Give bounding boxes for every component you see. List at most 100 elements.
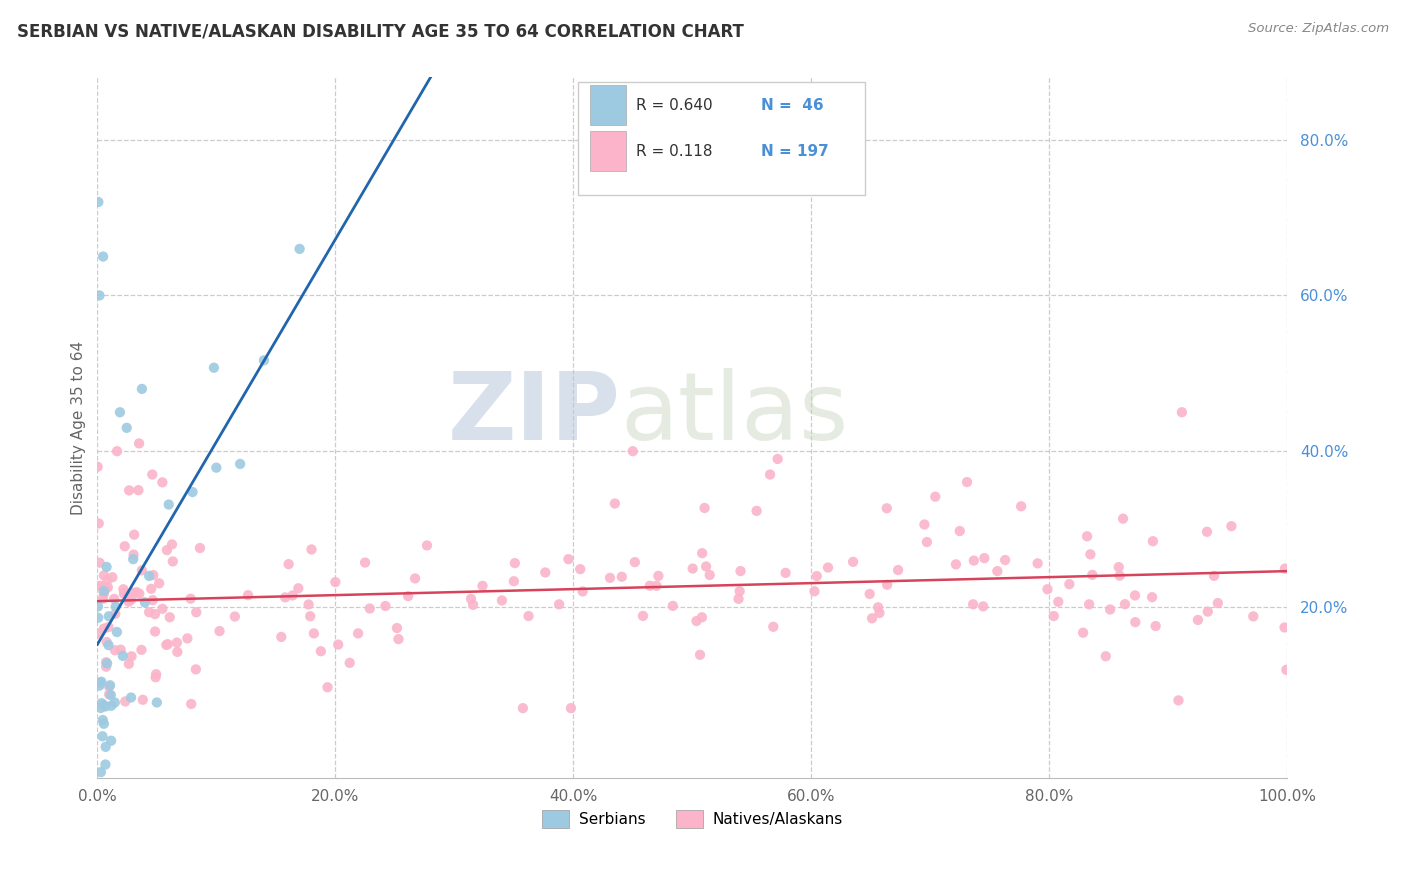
Point bbox=[96, 657, 118, 671]
Point bbox=[396, 589, 419, 603]
Point bbox=[404, 571, 426, 585]
Text: N = 197: N = 197 bbox=[761, 144, 830, 159]
Point bbox=[128, 436, 150, 450]
Point bbox=[762, 620, 785, 634]
Point bbox=[180, 697, 202, 711]
Point bbox=[90, 701, 112, 715]
Point bbox=[145, 667, 167, 681]
Point bbox=[131, 563, 153, 577]
Point bbox=[912, 517, 935, 532]
Point bbox=[176, 632, 198, 646]
Point bbox=[1171, 405, 1194, 419]
Point bbox=[91, 580, 114, 594]
Point bbox=[141, 582, 163, 596]
Point bbox=[806, 569, 828, 583]
Point bbox=[1099, 602, 1122, 616]
Point bbox=[766, 452, 789, 467]
Point bbox=[1036, 582, 1059, 597]
Point bbox=[91, 591, 114, 606]
Point bbox=[1274, 620, 1296, 634]
Point bbox=[93, 568, 115, 582]
Point bbox=[90, 674, 112, 689]
Point bbox=[166, 645, 188, 659]
Point bbox=[89, 288, 111, 302]
Point bbox=[599, 571, 621, 585]
Point bbox=[138, 569, 160, 583]
Point bbox=[94, 699, 117, 714]
Point bbox=[117, 595, 139, 609]
Point bbox=[728, 584, 751, 599]
Point bbox=[460, 591, 482, 606]
Point bbox=[274, 591, 297, 605]
Point bbox=[695, 559, 717, 574]
Point bbox=[624, 555, 647, 569]
Point bbox=[1026, 557, 1049, 571]
Point bbox=[973, 551, 995, 566]
Point bbox=[253, 353, 276, 368]
Point bbox=[517, 609, 540, 624]
Point bbox=[745, 504, 768, 518]
Point bbox=[621, 444, 644, 458]
Point bbox=[347, 626, 370, 640]
FancyBboxPatch shape bbox=[578, 82, 865, 195]
Point bbox=[114, 585, 136, 599]
Point bbox=[87, 611, 110, 625]
Point bbox=[202, 360, 225, 375]
Point bbox=[93, 583, 115, 598]
Point bbox=[1142, 534, 1164, 549]
Point bbox=[89, 556, 111, 570]
Point bbox=[1206, 596, 1229, 610]
Point bbox=[548, 597, 571, 611]
Point bbox=[105, 625, 128, 640]
Point bbox=[1144, 619, 1167, 633]
Point bbox=[160, 537, 183, 551]
Text: ZIP: ZIP bbox=[449, 368, 621, 459]
Point bbox=[645, 579, 668, 593]
Point bbox=[316, 680, 339, 694]
Y-axis label: Disability Age 35 to 64: Disability Age 35 to 64 bbox=[72, 341, 86, 515]
Point bbox=[277, 557, 299, 571]
Point bbox=[339, 656, 361, 670]
FancyBboxPatch shape bbox=[591, 86, 626, 126]
Point bbox=[89, 676, 111, 690]
Point bbox=[89, 679, 111, 693]
Point bbox=[94, 655, 117, 669]
Point bbox=[963, 553, 986, 567]
Point bbox=[157, 498, 180, 512]
Point bbox=[90, 696, 112, 710]
Point bbox=[502, 574, 524, 589]
Point bbox=[1241, 609, 1264, 624]
Point bbox=[270, 630, 292, 644]
Point bbox=[1275, 663, 1298, 677]
Point bbox=[534, 566, 557, 580]
Point bbox=[98, 687, 121, 701]
Point bbox=[180, 591, 202, 606]
Point bbox=[156, 637, 179, 651]
Point bbox=[208, 624, 231, 639]
Point bbox=[1094, 649, 1116, 664]
Point bbox=[94, 757, 117, 772]
Point bbox=[104, 607, 127, 621]
Point bbox=[288, 242, 311, 256]
Text: SERBIAN VS NATIVE/ALASKAN DISABILITY AGE 35 TO 64 CORRELATION CHART: SERBIAN VS NATIVE/ALASKAN DISABILITY AGE… bbox=[17, 22, 744, 40]
Point bbox=[690, 546, 713, 560]
Point bbox=[110, 642, 132, 657]
Point bbox=[859, 587, 882, 601]
Point bbox=[87, 599, 110, 614]
Point bbox=[112, 587, 135, 601]
Point bbox=[96, 635, 118, 649]
Point bbox=[699, 568, 721, 582]
Point bbox=[98, 678, 121, 692]
Point bbox=[986, 564, 1008, 578]
Point bbox=[682, 561, 704, 575]
Point bbox=[325, 575, 347, 590]
Point bbox=[93, 622, 115, 636]
Point bbox=[150, 475, 173, 490]
Point bbox=[143, 607, 166, 621]
Point bbox=[1078, 597, 1101, 611]
Point bbox=[97, 609, 120, 624]
Point bbox=[94, 739, 117, 754]
Point bbox=[512, 701, 534, 715]
Point bbox=[603, 496, 626, 510]
Point bbox=[155, 638, 177, 652]
